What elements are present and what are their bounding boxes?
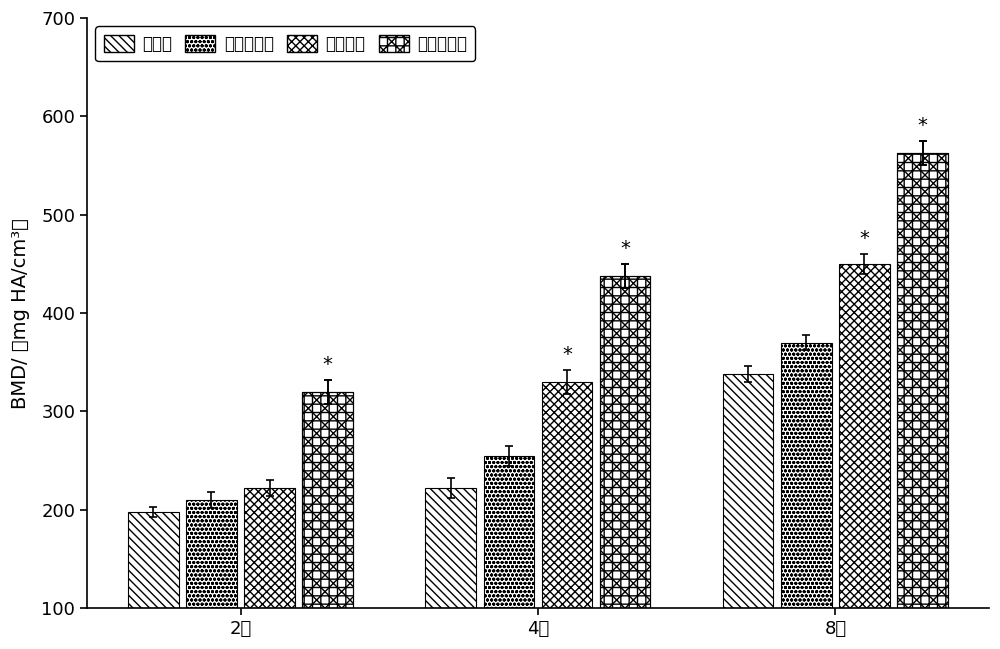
- Bar: [484, 456, 534, 608]
- Bar: [128, 511, 179, 608]
- Bar: [244, 488, 295, 608]
- Bar: [600, 276, 650, 608]
- Text: *: *: [562, 345, 572, 364]
- Text: *: *: [860, 229, 869, 248]
- Bar: [897, 153, 948, 608]
- Bar: [600, 276, 650, 608]
- Bar: [897, 153, 948, 608]
- Bar: [542, 382, 592, 608]
- Bar: [302, 392, 353, 608]
- Bar: [425, 488, 476, 608]
- Bar: [186, 500, 237, 608]
- Text: *: *: [620, 239, 630, 258]
- Bar: [839, 264, 890, 608]
- Y-axis label: BMD/ （mg HA/cm³）: BMD/ （mg HA/cm³）: [11, 217, 30, 408]
- Bar: [302, 392, 353, 608]
- Bar: [723, 374, 773, 608]
- Legend: 对照组, 细胞片层组, 纤维膜组, 人工骨膜组: 对照组, 细胞片层组, 纤维膜组, 人工骨膜组: [95, 27, 475, 61]
- Text: *: *: [918, 116, 928, 135]
- Text: *: *: [323, 355, 333, 374]
- Bar: [781, 343, 832, 608]
